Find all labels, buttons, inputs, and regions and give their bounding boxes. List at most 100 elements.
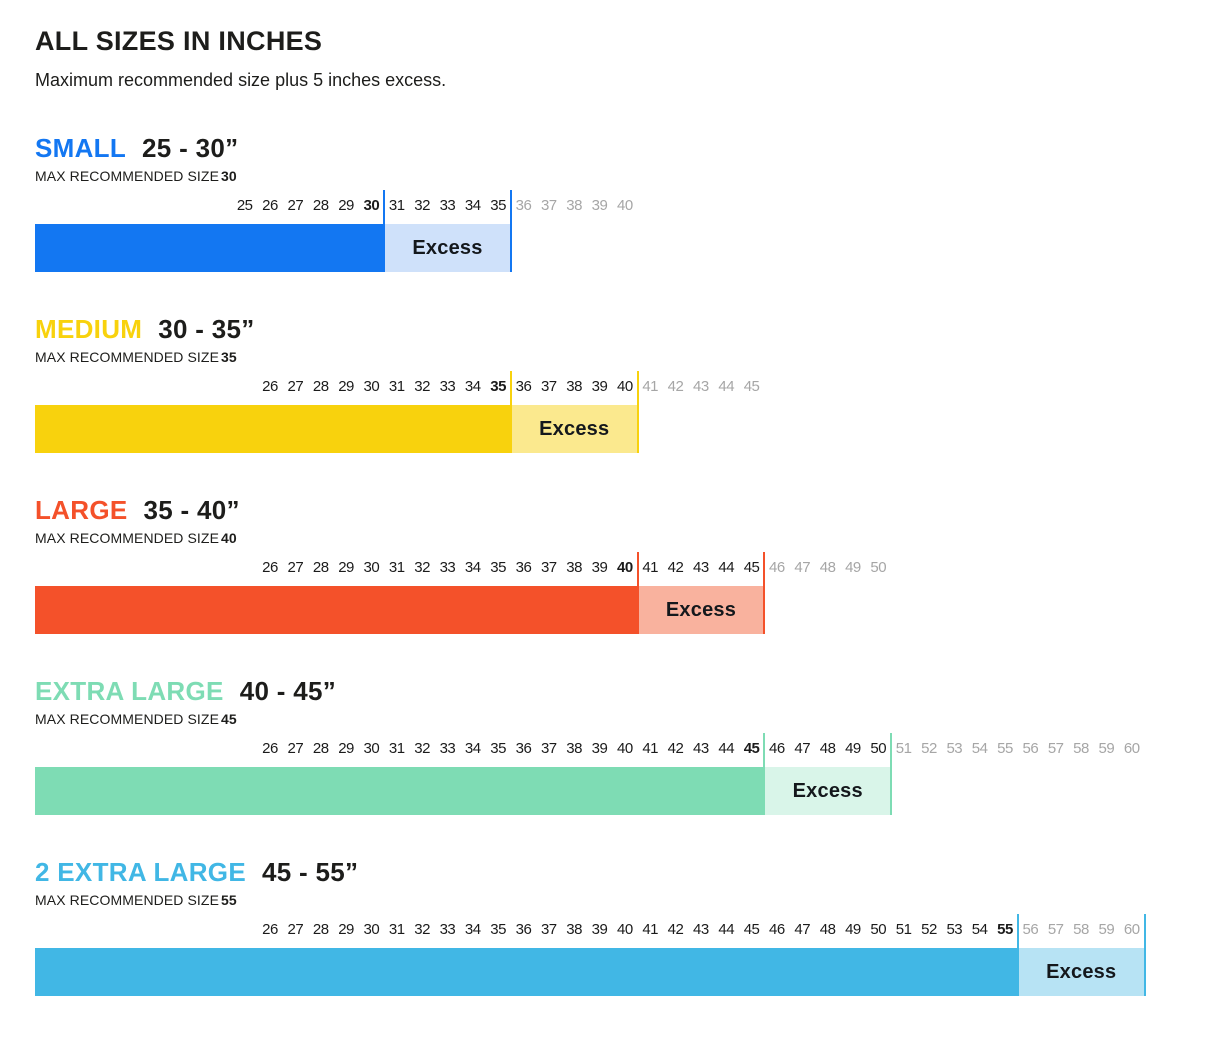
tick-label: 44 xyxy=(718,378,735,395)
tick-label: 27 xyxy=(287,740,304,757)
excess-zone: Excess xyxy=(510,405,638,453)
tick-label: 54 xyxy=(971,740,988,757)
max-recommended-label: MAX RECOMMENDED SIZE xyxy=(35,530,220,546)
bar-solid xyxy=(35,405,511,453)
tick-label: 45 xyxy=(743,740,760,757)
tick-label: 27 xyxy=(287,559,304,576)
tick-label: 34 xyxy=(464,197,481,214)
excess-zone: Excess xyxy=(764,767,892,815)
bar-solid xyxy=(35,224,385,272)
max-recommended-value: 35 xyxy=(221,349,237,365)
bar-solid xyxy=(35,586,638,634)
tick-label: 41 xyxy=(642,559,659,576)
tick-label: 32 xyxy=(414,559,430,576)
excess-zone: Excess xyxy=(384,224,511,272)
tick-label: 53 xyxy=(946,740,963,757)
size-bar: Excess xyxy=(35,405,1230,453)
tick-label: 36 xyxy=(515,197,532,214)
size-chart-page: ALL SIZES IN INCHES Maximum recommended … xyxy=(35,26,1230,996)
tick-label: 48 xyxy=(819,921,836,938)
tick-label: 29 xyxy=(338,559,354,576)
size-name: 2 EXTRA LARGE xyxy=(35,857,246,887)
size-scale: 26 27 28 29 30 31 32 33 34 35 36 37 38 39 40 41 42 43 44 45… xyxy=(35,371,1230,453)
max-recommended-label: MAX RECOMMENDED SIZE xyxy=(35,711,220,727)
tick-label: 42 xyxy=(667,740,684,757)
bar-solid xyxy=(35,767,765,815)
tick-label: 38 xyxy=(566,740,582,757)
size-heading: 2 EXTRA LARGE 45 - 55” xyxy=(35,857,1230,887)
boundary-line-excess-end xyxy=(890,733,893,815)
tick-label: 32 xyxy=(414,197,430,214)
tick-label: 47 xyxy=(794,559,811,576)
tick-label: 53 xyxy=(946,921,963,938)
excess-zone: Excess xyxy=(637,586,765,634)
boundary-line-max xyxy=(383,190,386,272)
max-recommended-value: 55 xyxy=(221,892,237,908)
tick-label: 36 xyxy=(515,378,532,395)
max-recommended: MAX RECOMMENDED SIZE 30 xyxy=(35,168,1230,184)
max-recommended-label: MAX RECOMMENDED SIZE xyxy=(35,349,220,365)
tick-label: 47 xyxy=(794,740,811,757)
tick-label: 38 xyxy=(566,378,582,395)
size-scale: 26 27 28 29 30 31 32 33 34 35 36 37 38 39 40 41 42 43 44 45… xyxy=(35,552,1230,634)
size-range: 35 - 40” xyxy=(143,495,240,525)
excess-label: Excess xyxy=(1046,960,1117,983)
boundary-line-max xyxy=(636,552,639,634)
tick-label: 28 xyxy=(312,740,329,757)
boundary-line-excess-end xyxy=(636,371,639,453)
bar-solid xyxy=(35,948,1018,996)
max-recommended-label: MAX RECOMMENDED SIZE xyxy=(35,168,220,184)
tick-label: 60 xyxy=(1123,921,1140,938)
max-recommended-value: 40 xyxy=(221,530,237,546)
tick-label: 31 xyxy=(388,197,405,214)
boundary-line-excess-end xyxy=(763,552,766,634)
tick-label: 35 xyxy=(490,378,506,395)
tick-label: 34 xyxy=(464,921,481,938)
tick-label: 59 xyxy=(1098,740,1115,757)
tick-label: 43 xyxy=(693,740,709,757)
tick-label: 40 xyxy=(616,197,633,214)
size-name: LARGE xyxy=(35,495,128,525)
tick-label: 33 xyxy=(439,921,456,938)
size-heading: SMALL 25 - 30” xyxy=(35,133,1230,163)
excess-label: Excess xyxy=(665,598,737,621)
tick-row: 25 26 27 28 29 30 31 32 33 34 35 36 37 38 39 40 xyxy=(35,194,1230,216)
tick-label: 46 xyxy=(769,921,785,938)
size-bar: Excess xyxy=(35,948,1230,996)
tick-label: 26 xyxy=(262,740,278,757)
tick-label: 35 xyxy=(490,740,506,757)
size-range: 25 - 30” xyxy=(142,133,239,163)
tick-row: 26 27 28 29 30 31 32 33 34 35 36 37 38 39 40 41 42 43 44 45 xyxy=(35,375,1230,397)
tick-label: 39 xyxy=(591,559,608,576)
tick-label: 41 xyxy=(642,740,659,757)
tick-label: 35 xyxy=(490,197,506,214)
tick-label: 43 xyxy=(693,559,709,576)
tick-label: 42 xyxy=(667,921,684,938)
size-name: SMALL xyxy=(35,133,127,163)
tick-label: 34 xyxy=(464,378,481,395)
tick-label: 30 xyxy=(363,740,380,757)
tick-label: 26 xyxy=(262,921,278,938)
tick-label: 57 xyxy=(1047,740,1064,757)
tick-row: 26 27 28 29 30 31 32 33 34 35 36 37 38 39 40 41 42 43 44 45… xyxy=(35,918,1230,940)
excess-label: Excess xyxy=(412,236,483,259)
tick-label: 44 xyxy=(718,740,735,757)
tick-label: 58 xyxy=(1073,921,1089,938)
tick-label: 31 xyxy=(388,378,405,395)
excess-label: Excess xyxy=(792,779,863,802)
size-section-large: LARGE 35 - 40” MAX RECOMMENDED SIZE 40 26 27 2… xyxy=(35,495,1230,634)
size-scale: 26 27 28 29 30 31 32 33 34 35 36 37 38 39 40 41 42 43 44 45… xyxy=(35,733,1230,815)
size-section-medium: MEDIUM 30 - 35” MAX RECOMMENDED SIZE 35 26 27… xyxy=(35,314,1230,453)
max-recommended: MAX RECOMMENDED SIZE 40 xyxy=(35,530,1230,546)
tick-label: 52 xyxy=(921,921,937,938)
tick-label: 33 xyxy=(439,740,456,757)
tick-label: 27 xyxy=(287,921,304,938)
tick-label: 46 xyxy=(769,740,785,757)
tick-label: 52 xyxy=(921,740,937,757)
size-section-extra-large: EXTRA LARGE 40 - 45” MAX RECOMMENDED SIZE 4… xyxy=(35,676,1230,815)
tick-label: 37 xyxy=(540,921,557,938)
tick-label: 37 xyxy=(540,197,557,214)
max-recommended-value: 30 xyxy=(221,168,237,184)
tick-label: 58 xyxy=(1073,740,1089,757)
tick-label: 42 xyxy=(667,378,684,395)
